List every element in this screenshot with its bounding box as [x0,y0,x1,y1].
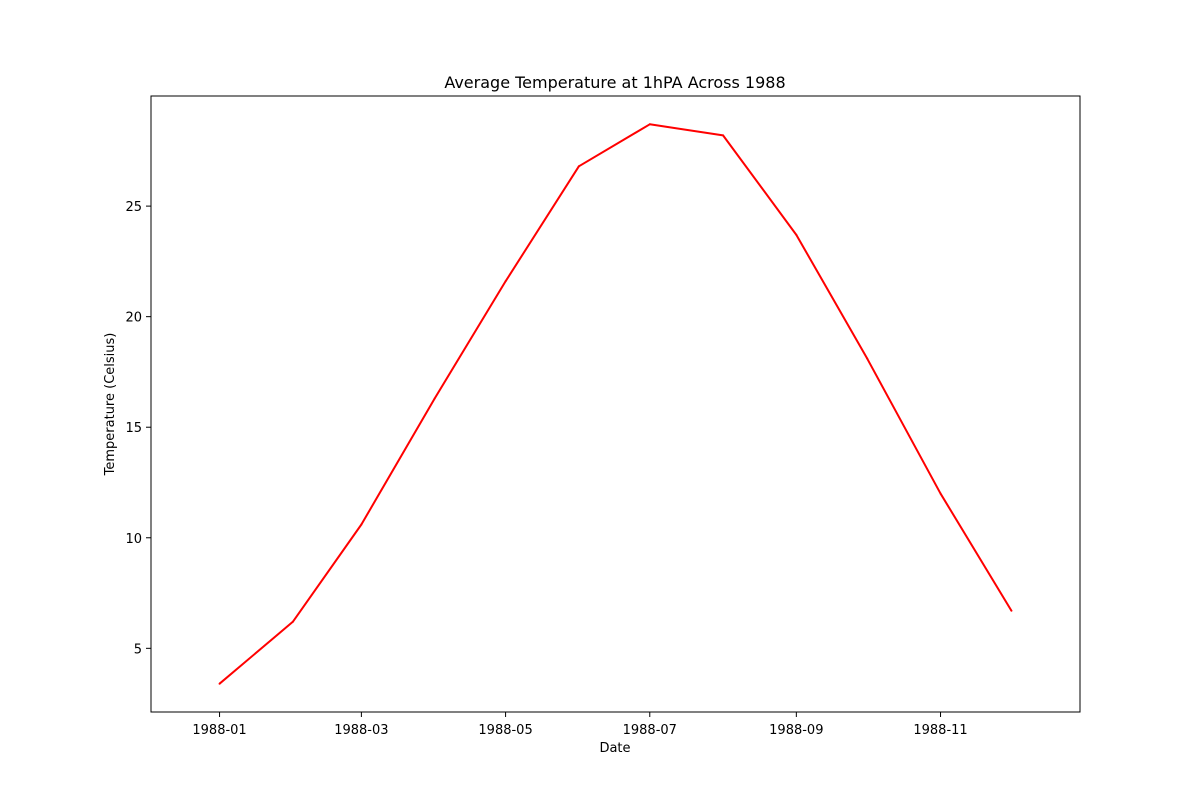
data-point [577,165,580,168]
y-tick-label: 20 [125,311,142,326]
plot-content [218,123,1013,685]
y-axis: 5 10 15 20 25 [125,200,151,657]
data-point [648,123,651,126]
data-point [218,682,221,685]
data-point [795,233,798,236]
x-axis-label: Date [599,741,630,756]
series-line-0 [218,123,1013,685]
y-tick-label: 25 [125,200,142,215]
data-point [866,357,869,360]
x-tick-label: 1988-01 [192,723,246,738]
x-tick-label: 1988-03 [334,723,388,738]
plot-frame [150,95,1081,713]
x-tick-label: 1988-05 [478,723,532,738]
y-tick-label: 15 [125,421,142,436]
data-point [939,492,942,495]
data-point [291,620,294,623]
data-point [433,397,436,400]
data-point [1010,609,1013,612]
x-tick-label: 1988-07 [623,723,677,738]
x-axis: 1988-01 1988-03 1988-05 1988-07 1988-09 1988-… [192,712,968,738]
y-tick-label: 5 [134,642,142,657]
data-point [722,134,725,137]
data-point [504,280,507,283]
data-point [360,523,363,526]
chart-title: Average Temperature at 1hPA Across 1988 [444,73,785,92]
x-tick-label: 1988-11 [913,723,967,738]
y-tick-label: 10 [125,532,142,547]
x-tick-label: 1988-09 [769,723,823,738]
y-axis-label: Temperature (Celsius) [103,333,118,477]
